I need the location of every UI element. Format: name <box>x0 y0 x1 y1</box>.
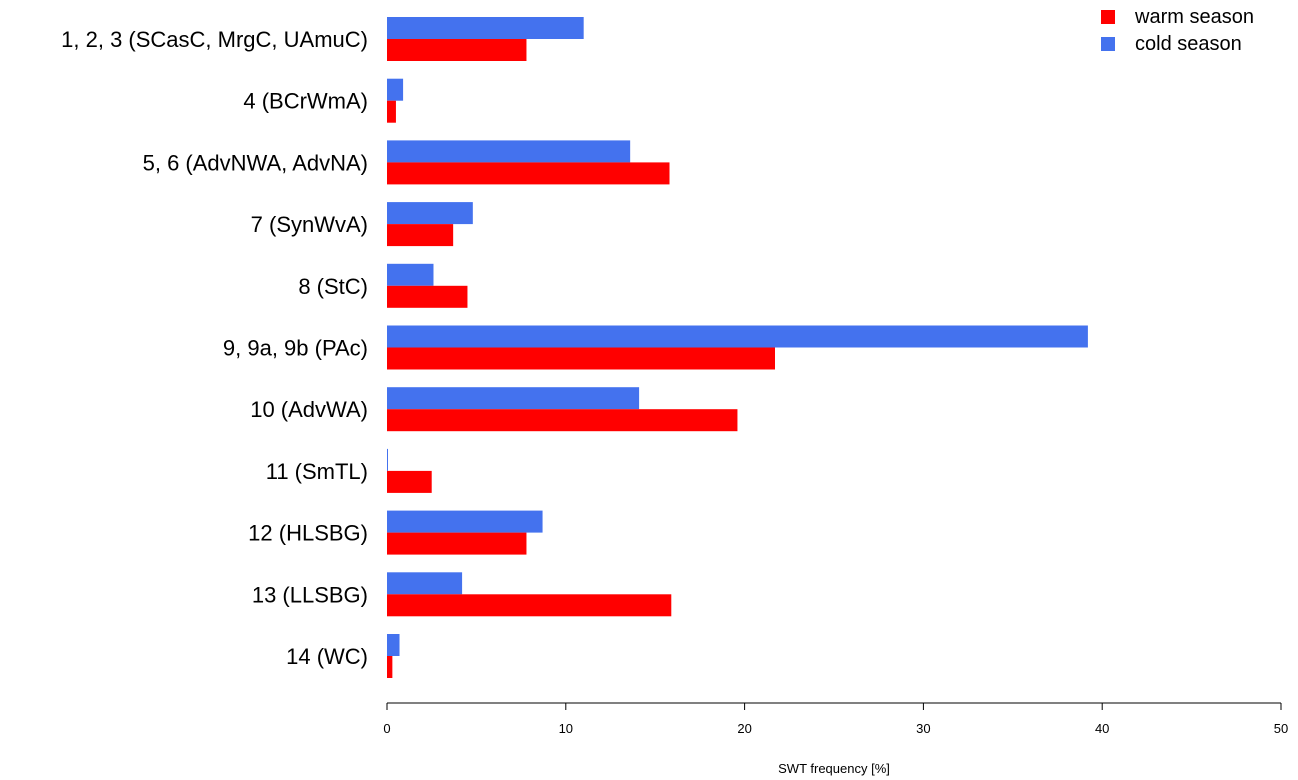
category-label: 1, 2, 3 (SCasC, MrgC, UAmuC) <box>61 27 368 52</box>
bar-cold-season <box>387 634 400 656</box>
category-label: 10 (AdvWA) <box>250 397 368 422</box>
x-tick-label: 10 <box>559 721 573 736</box>
bar-cold-season <box>387 325 1088 348</box>
bar-warm-season <box>387 162 670 185</box>
category-label: 9, 9a, 9b (PAc) <box>223 336 368 361</box>
x-tick-label: 20 <box>737 721 751 736</box>
category-label: 14 (WC) <box>286 644 368 669</box>
bar-warm-season <box>387 594 672 617</box>
bars-group <box>387 17 1088 678</box>
x-axis: 0 10 20 30 40 50 <box>383 702 1288 736</box>
category-label: 7 (SynWvA) <box>251 212 368 237</box>
x-tick-label: 0 <box>383 721 390 736</box>
x-tick-label: 30 <box>916 721 930 736</box>
category-label: 5, 6 (AdvNWA, AdvNA) <box>143 150 368 175</box>
x-axis-title: SWT frequency [%] <box>778 761 890 776</box>
x-tick-label: 50 <box>1274 721 1288 736</box>
bar-cold-season <box>387 572 463 595</box>
legend-swatch <box>1101 10 1115 24</box>
legend-label: cold season <box>1135 33 1242 55</box>
bar-cold-season <box>387 263 434 286</box>
bar-warm-season <box>387 532 527 555</box>
category-labels: 1, 2, 3 (SCasC, MrgC, UAmuC) 4 (BCrWmA) 5,… <box>61 27 368 669</box>
bar-cold-season <box>387 78 404 101</box>
category-label: 8 (StC) <box>298 274 368 299</box>
bar-cold-season <box>387 448 388 471</box>
legend-swatch <box>1101 37 1115 51</box>
bar-warm-season <box>387 347 775 370</box>
bar-cold-season <box>387 17 584 39</box>
category-label: 4 (BCrWmA) <box>243 89 368 114</box>
category-label: 12 (HLSBG) <box>248 521 368 546</box>
bar-cold-season <box>387 510 543 533</box>
bar-cold-season <box>387 202 473 225</box>
legend: warm season cold season <box>1101 6 1254 55</box>
category-label: 11 (SmTL) <box>266 459 368 484</box>
bar-warm-season <box>387 100 396 123</box>
x-tick-label: 40 <box>1095 721 1109 736</box>
bar-warm-season <box>387 470 432 493</box>
legend-label: warm season <box>1134 6 1254 28</box>
category-label: 13 (LLSBG) <box>252 582 368 607</box>
bar-cold-season <box>387 140 631 163</box>
bar-warm-season <box>387 39 527 61</box>
bar-warm-season <box>387 656 393 678</box>
bar-warm-season <box>387 224 454 247</box>
bar-warm-season <box>387 409 738 432</box>
bar-cold-season <box>387 387 640 410</box>
bar-warm-season <box>387 285 468 308</box>
